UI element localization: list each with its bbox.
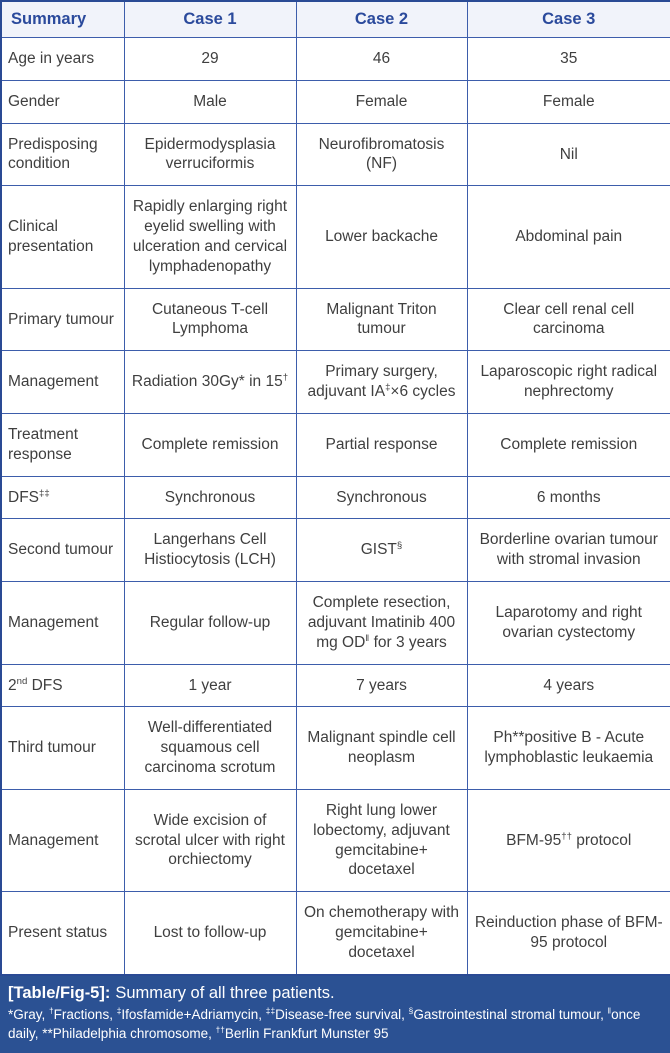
table-row: Gender Male Female Female (0, 79, 670, 124)
table-cell: Complete remission (123, 412, 297, 477)
superscript-marker: § (396, 540, 403, 552)
table-footnotes: *Gray, †Fractions, ‡Ifosfamide+Adriamyci… (8, 1005, 641, 1041)
superscript-marker: † (282, 372, 289, 384)
table-cell: 46 (295, 37, 468, 81)
table-row: DFS‡‡ Synchronous Synchronous 6 months (0, 475, 670, 520)
superscript-marker: ‖ (365, 632, 370, 644)
row-label-cell: Predisposing condition (0, 122, 125, 187)
row-label-cell: Management (0, 350, 125, 414)
superscript-marker: †† (215, 1024, 225, 1035)
superscript-marker: ‖ (607, 1005, 612, 1016)
row-label-cell: Clinical presentation (0, 185, 125, 289)
table-cell: Synchronous (123, 475, 297, 520)
superscript-marker: ‡‡ (265, 1005, 276, 1016)
table-cell: Reinduction phase of BFM-95 protocol (466, 891, 670, 976)
table-row: Management Radiation 30Gy* in 15† Primary … (0, 350, 670, 414)
table-cell: Lost to follow-up (123, 891, 297, 976)
table-cell: GIST§ (295, 518, 468, 583)
table-cell: Rapidly enlarging right eyelid swelling … (123, 185, 297, 289)
row-label-cell: Third tumour (0, 706, 125, 790)
table-cell: Laparoscopic right radical nephrectomy (466, 350, 670, 414)
superscript-marker: † (49, 1005, 54, 1016)
row-label-cell: 2nd DFS (0, 663, 125, 708)
table-row: Management Regular follow-up Complete rese… (0, 581, 670, 665)
row-label-cell: Age in years (0, 37, 125, 81)
table-cell: Right lung lower lobectomy, adjuvant gem… (295, 788, 468, 893)
superscript-marker: nd (16, 675, 28, 687)
table-cell: Nil (466, 122, 670, 187)
table-cell: 35 (466, 37, 670, 81)
table-cell: Abdominal pain (466, 185, 670, 289)
column-header-case3: Case 3 (466, 0, 670, 38)
table-cell: Langerhans Cell Histiocytosis (LCH) (123, 518, 297, 583)
figure-label: [Table/Fig-5]: (8, 983, 111, 1002)
caption-text: Summary of all three patients. (115, 983, 335, 1002)
row-label-cell: Primary tumour (0, 287, 125, 352)
table-cell: Female (466, 79, 670, 124)
table-cell: BFM-95†† protocol (466, 788, 670, 893)
row-label-cell: Present status (0, 891, 125, 976)
superscript-marker: ‡ (116, 1005, 122, 1016)
table-cell: Complete remission (466, 412, 670, 477)
table-cell: Female (295, 79, 468, 124)
table-body: Age in years 29 46 35 Gender Male Female Female… (0, 37, 670, 976)
superscript-marker: ‡ (385, 381, 391, 393)
table-row: Management Wide excision of scrotal ulcer… (0, 788, 670, 893)
table-cell: Cutaneous T-cell Lymphoma (123, 287, 297, 352)
row-label-cell: Treatment response (0, 412, 125, 477)
table-cell: 6 months (466, 475, 670, 520)
column-header-case2: Case 2 (295, 0, 468, 38)
table-cell: Laparotomy and right ovarian cystectomy (466, 581, 670, 665)
table-cell: Complete resection, adjuvant Imatinib 40… (295, 581, 468, 665)
row-label-cell: DFS‡‡ (0, 475, 125, 520)
table-row: Treatment response Complete remission Part… (0, 412, 670, 477)
table-cell: 29 (123, 37, 297, 81)
table-cell: Malignant spindle cell neoplasm (295, 706, 468, 790)
table-cell: Clear cell renal cell carcinoma (466, 287, 670, 352)
row-label-cell: Second tumour (0, 518, 125, 583)
table-cell: On chemotherapy with gemcitabine+ doceta… (295, 891, 468, 976)
table-cell: 1 year (123, 663, 297, 708)
table-cell: Well-differentiated squamous cell carcin… (123, 706, 297, 790)
table-cell: 7 years (295, 663, 468, 708)
caption-line: [Table/Fig-5]: Summary of all three patie… (8, 984, 660, 1003)
table-cell: Neurofibromatosis (NF) (295, 122, 468, 187)
row-label-cell: Management (0, 788, 125, 893)
superscript-marker: ‡‡ (39, 487, 50, 499)
table-cell: Epidermodysplasia verruciformis (123, 122, 297, 187)
table-row: Predisposing condition Epidermodysplasia … (0, 122, 670, 187)
table-row: Present status Lost to follow-up On chemot… (0, 891, 670, 976)
table-row: Primary tumour Cutaneous T-cell Lymphoma M… (0, 287, 670, 352)
table-row: Clinical presentation Rapidly enlarging r… (0, 185, 670, 289)
table-cell: Malignant Triton tumour (295, 287, 468, 352)
table-row: Age in years 29 46 35 (0, 37, 670, 81)
header-row: Summary Case 1 Case 2 Case 3 (0, 0, 670, 38)
summary-table: Summary Case 1 Case 2 Case 3 Age in year… (0, 0, 670, 976)
table-cell: Radiation 30Gy* in 15† (123, 350, 297, 414)
table-row: Second tumour Langerhans Cell Histiocytos… (0, 518, 670, 583)
row-label-cell: Management (0, 581, 125, 665)
table-cell: Ph**positive B - Acute lymphoblastic leu… (466, 706, 670, 790)
table-row: 2nd DFS 1 year 7 years 4 years (0, 663, 670, 708)
table-cell: Synchronous (295, 475, 468, 520)
table-cell: Regular follow-up (123, 581, 297, 665)
table-cell: 4 years (466, 663, 670, 708)
table-cell: Lower backache (295, 185, 468, 289)
table-cell: Borderline ovarian tumour with stromal i… (466, 518, 670, 583)
table-cell: Wide excision of scrotal ulcer with righ… (123, 788, 297, 893)
figure-caption-bar: [Table/Fig-5]: Summary of all three patie… (0, 975, 670, 1053)
table-cell: Partial response (295, 412, 468, 477)
column-header-summary: Summary (0, 0, 125, 38)
superscript-marker: § (408, 1005, 414, 1016)
row-label-cell: Gender (0, 79, 125, 124)
superscript-marker: †† (561, 830, 572, 842)
column-header-case1: Case 1 (123, 0, 297, 38)
table-cell: Primary surgery, adjuvant IA‡×6 cycles (295, 350, 468, 414)
table-row: Third tumour Well-differentiated squamous… (0, 706, 670, 790)
table-cell: Male (123, 79, 297, 124)
